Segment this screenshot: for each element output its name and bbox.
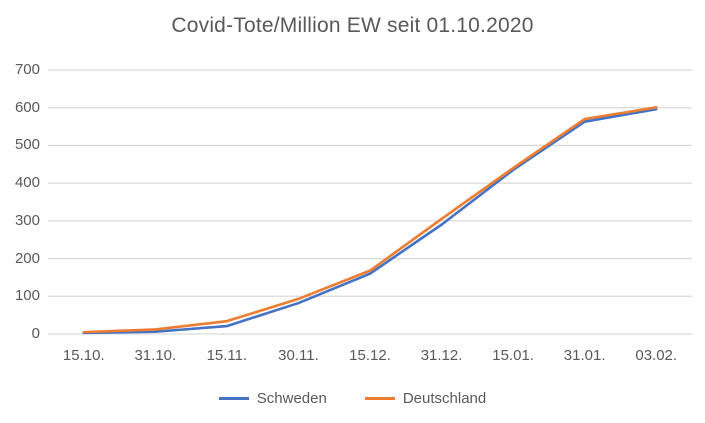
legend-label-schweden: Schweden xyxy=(256,390,327,407)
y-axis-tick-400: 400 xyxy=(14,174,40,192)
x-axis-tick-31-12-: 31.12. xyxy=(420,347,463,364)
schweden-line-swatch xyxy=(218,397,249,400)
x-axis-tick-15-11-: 15.11. xyxy=(206,347,248,364)
x-axis-tick-03-02-: 03.02. xyxy=(635,347,678,364)
x-axis-tick-30-11-: 30.11. xyxy=(278,347,319,364)
y-axis-tick-300: 300 xyxy=(14,211,40,229)
x-axis-tick-15-01-: 15.01. xyxy=(492,347,534,364)
x-axis-tick-31-01-: 31.01. xyxy=(563,347,606,364)
legend-label-deutschland: Deutschland xyxy=(402,390,487,407)
series-line-schweden xyxy=(82,107,658,335)
deutschland-line-swatch xyxy=(364,397,395,400)
chart-title: Covid-Tote/Million EW seit 01.10.2020 xyxy=(171,14,534,37)
y-axis-tick-200: 200 xyxy=(14,249,40,267)
legend-item-schweden: Schweden xyxy=(218,390,327,407)
series-line-deutschland xyxy=(82,106,658,334)
x-axis-tick-15-10-: 15.10. xyxy=(62,347,105,364)
x-axis-tick-15-12-: 15.12. xyxy=(349,347,391,364)
y-axis-tick-600: 600 xyxy=(14,98,40,116)
x-axis-tick-31-10-: 31.10. xyxy=(134,347,177,364)
legend-item-deutschland: Deutschland xyxy=(364,390,487,407)
y-axis-tick-700: 700 xyxy=(14,61,40,78)
y-axis-tick-100: 100 xyxy=(14,287,40,305)
legend: Schweden Deutschland xyxy=(0,390,705,407)
y-axis-tick-500: 500 xyxy=(14,136,40,154)
y-axis-tick-0: 0 xyxy=(31,325,40,342)
